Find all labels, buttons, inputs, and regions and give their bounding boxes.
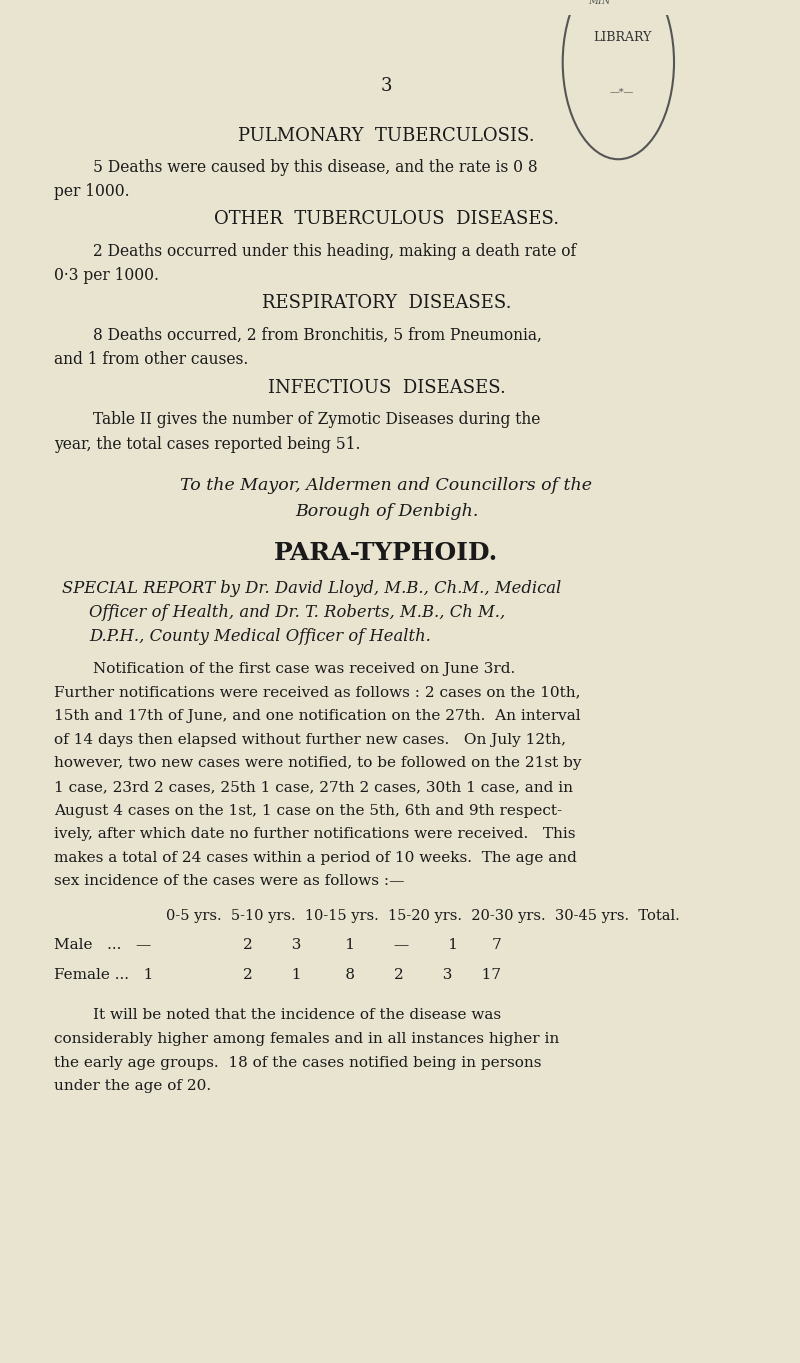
Text: RESPIRATORY  DISEASES.: RESPIRATORY DISEASES. [262, 294, 511, 312]
Text: Borough of Denbigh.: Borough of Denbigh. [294, 503, 478, 519]
Text: of 14 days then elapsed without further new cases.   On July 12th,: of 14 days then elapsed without further … [54, 733, 566, 747]
Text: D.P.H., County Medical Officer of Health.: D.P.H., County Medical Officer of Health… [89, 628, 430, 645]
Text: OTHER  TUBERCULOUS  DISEASES.: OTHER TUBERCULOUS DISEASES. [214, 210, 559, 229]
Text: MIN: MIN [588, 0, 610, 5]
Text: Male   ...   —: Male ... — [54, 938, 151, 953]
Text: 2        1         8        2        3      17: 2 1 8 2 3 17 [243, 968, 502, 981]
Text: —*—: —*— [610, 87, 634, 97]
Text: ively, after which date no further notifications were received.   This: ively, after which date no further notif… [54, 827, 576, 841]
Text: SPECIAL REPORT by Dr. David Lloyd, M.B., Ch.M., Medical: SPECIAL REPORT by Dr. David Lloyd, M.B.,… [62, 579, 561, 597]
Text: Officer of Health, and Dr. T. Roberts, M.B., Ch M.,: Officer of Health, and Dr. T. Roberts, M… [89, 604, 505, 622]
Text: Notification of the first case was received on June 3rd.: Notification of the first case was recei… [93, 662, 515, 676]
Text: INFECTIOUS  DISEASES.: INFECTIOUS DISEASES. [267, 379, 506, 397]
Text: the early age groups.  18 of the cases notified being in persons: the early age groups. 18 of the cases no… [54, 1056, 542, 1070]
Text: Further notifications were received as follows : 2 cases on the 10th,: Further notifications were received as f… [54, 686, 581, 699]
Text: PARA-TYPHOID.: PARA-TYPHOID. [274, 541, 498, 564]
Text: It will be noted that the incidence of the disease was: It will be noted that the incidence of t… [93, 1009, 501, 1022]
Text: 15th and 17th of June, and one notification on the 27th.  An interval: 15th and 17th of June, and one notificat… [54, 709, 581, 724]
Text: under the age of 20.: under the age of 20. [54, 1079, 211, 1093]
Text: 2        3         1        —        1       7: 2 3 1 — 1 7 [243, 938, 502, 953]
Text: August 4 cases on the 1st, 1 case on the 5th, 6th and 9th respect-: August 4 cases on the 1st, 1 case on the… [54, 804, 562, 818]
Text: 1 case, 23rd 2 cases, 25th 1 case, 27th 2 cases, 30th 1 case, and in: 1 case, 23rd 2 cases, 25th 1 case, 27th … [54, 780, 573, 795]
Text: however, two new cases were notified, to be followed on the 21st by: however, two new cases were notified, to… [54, 756, 582, 770]
Text: 0·3 per 1000.: 0·3 per 1000. [54, 267, 159, 284]
Text: per 1000.: per 1000. [54, 184, 130, 200]
Text: considerably higher among females and in all instances higher in: considerably higher among females and in… [54, 1032, 559, 1045]
Text: 0-5 yrs.  5-10 yrs.  10-15 yrs.  15-20 yrs.  20-30 yrs.  30-45 yrs.  Total.: 0-5 yrs. 5-10 yrs. 10-15 yrs. 15-20 yrs.… [166, 909, 680, 923]
Text: 5 Deaths were caused by this disease, and the rate is 0 8: 5 Deaths were caused by this disease, an… [93, 159, 538, 176]
Text: Female ...   1: Female ... 1 [54, 968, 154, 981]
Text: Table II gives the number of Zymotic Diseases during the: Table II gives the number of Zymotic Dis… [93, 412, 540, 428]
Text: 3: 3 [381, 76, 392, 95]
Text: To the Mayor, Aldermen and Councillors of the: To the Mayor, Aldermen and Councillors o… [181, 477, 593, 495]
Text: LIBRARY: LIBRARY [593, 31, 651, 45]
Text: PULMONARY  TUBERCULOSIS.: PULMONARY TUBERCULOSIS. [238, 127, 534, 144]
Text: 2 Deaths occurred under this heading, making a death rate of: 2 Deaths occurred under this heading, ma… [93, 243, 576, 260]
Text: makes a total of 24 cases within a period of 10 weeks.  The age and: makes a total of 24 cases within a perio… [54, 851, 577, 864]
Text: year, the total cases reported being 51.: year, the total cases reported being 51. [54, 436, 361, 453]
Text: and 1 from other causes.: and 1 from other causes. [54, 350, 249, 368]
Text: 8 Deaths occurred, 2 from Bronchitis, 5 from Pneumonia,: 8 Deaths occurred, 2 from Bronchitis, 5 … [93, 326, 542, 343]
Text: sex incidence of the cases were as follows :—: sex incidence of the cases were as follo… [54, 874, 405, 889]
